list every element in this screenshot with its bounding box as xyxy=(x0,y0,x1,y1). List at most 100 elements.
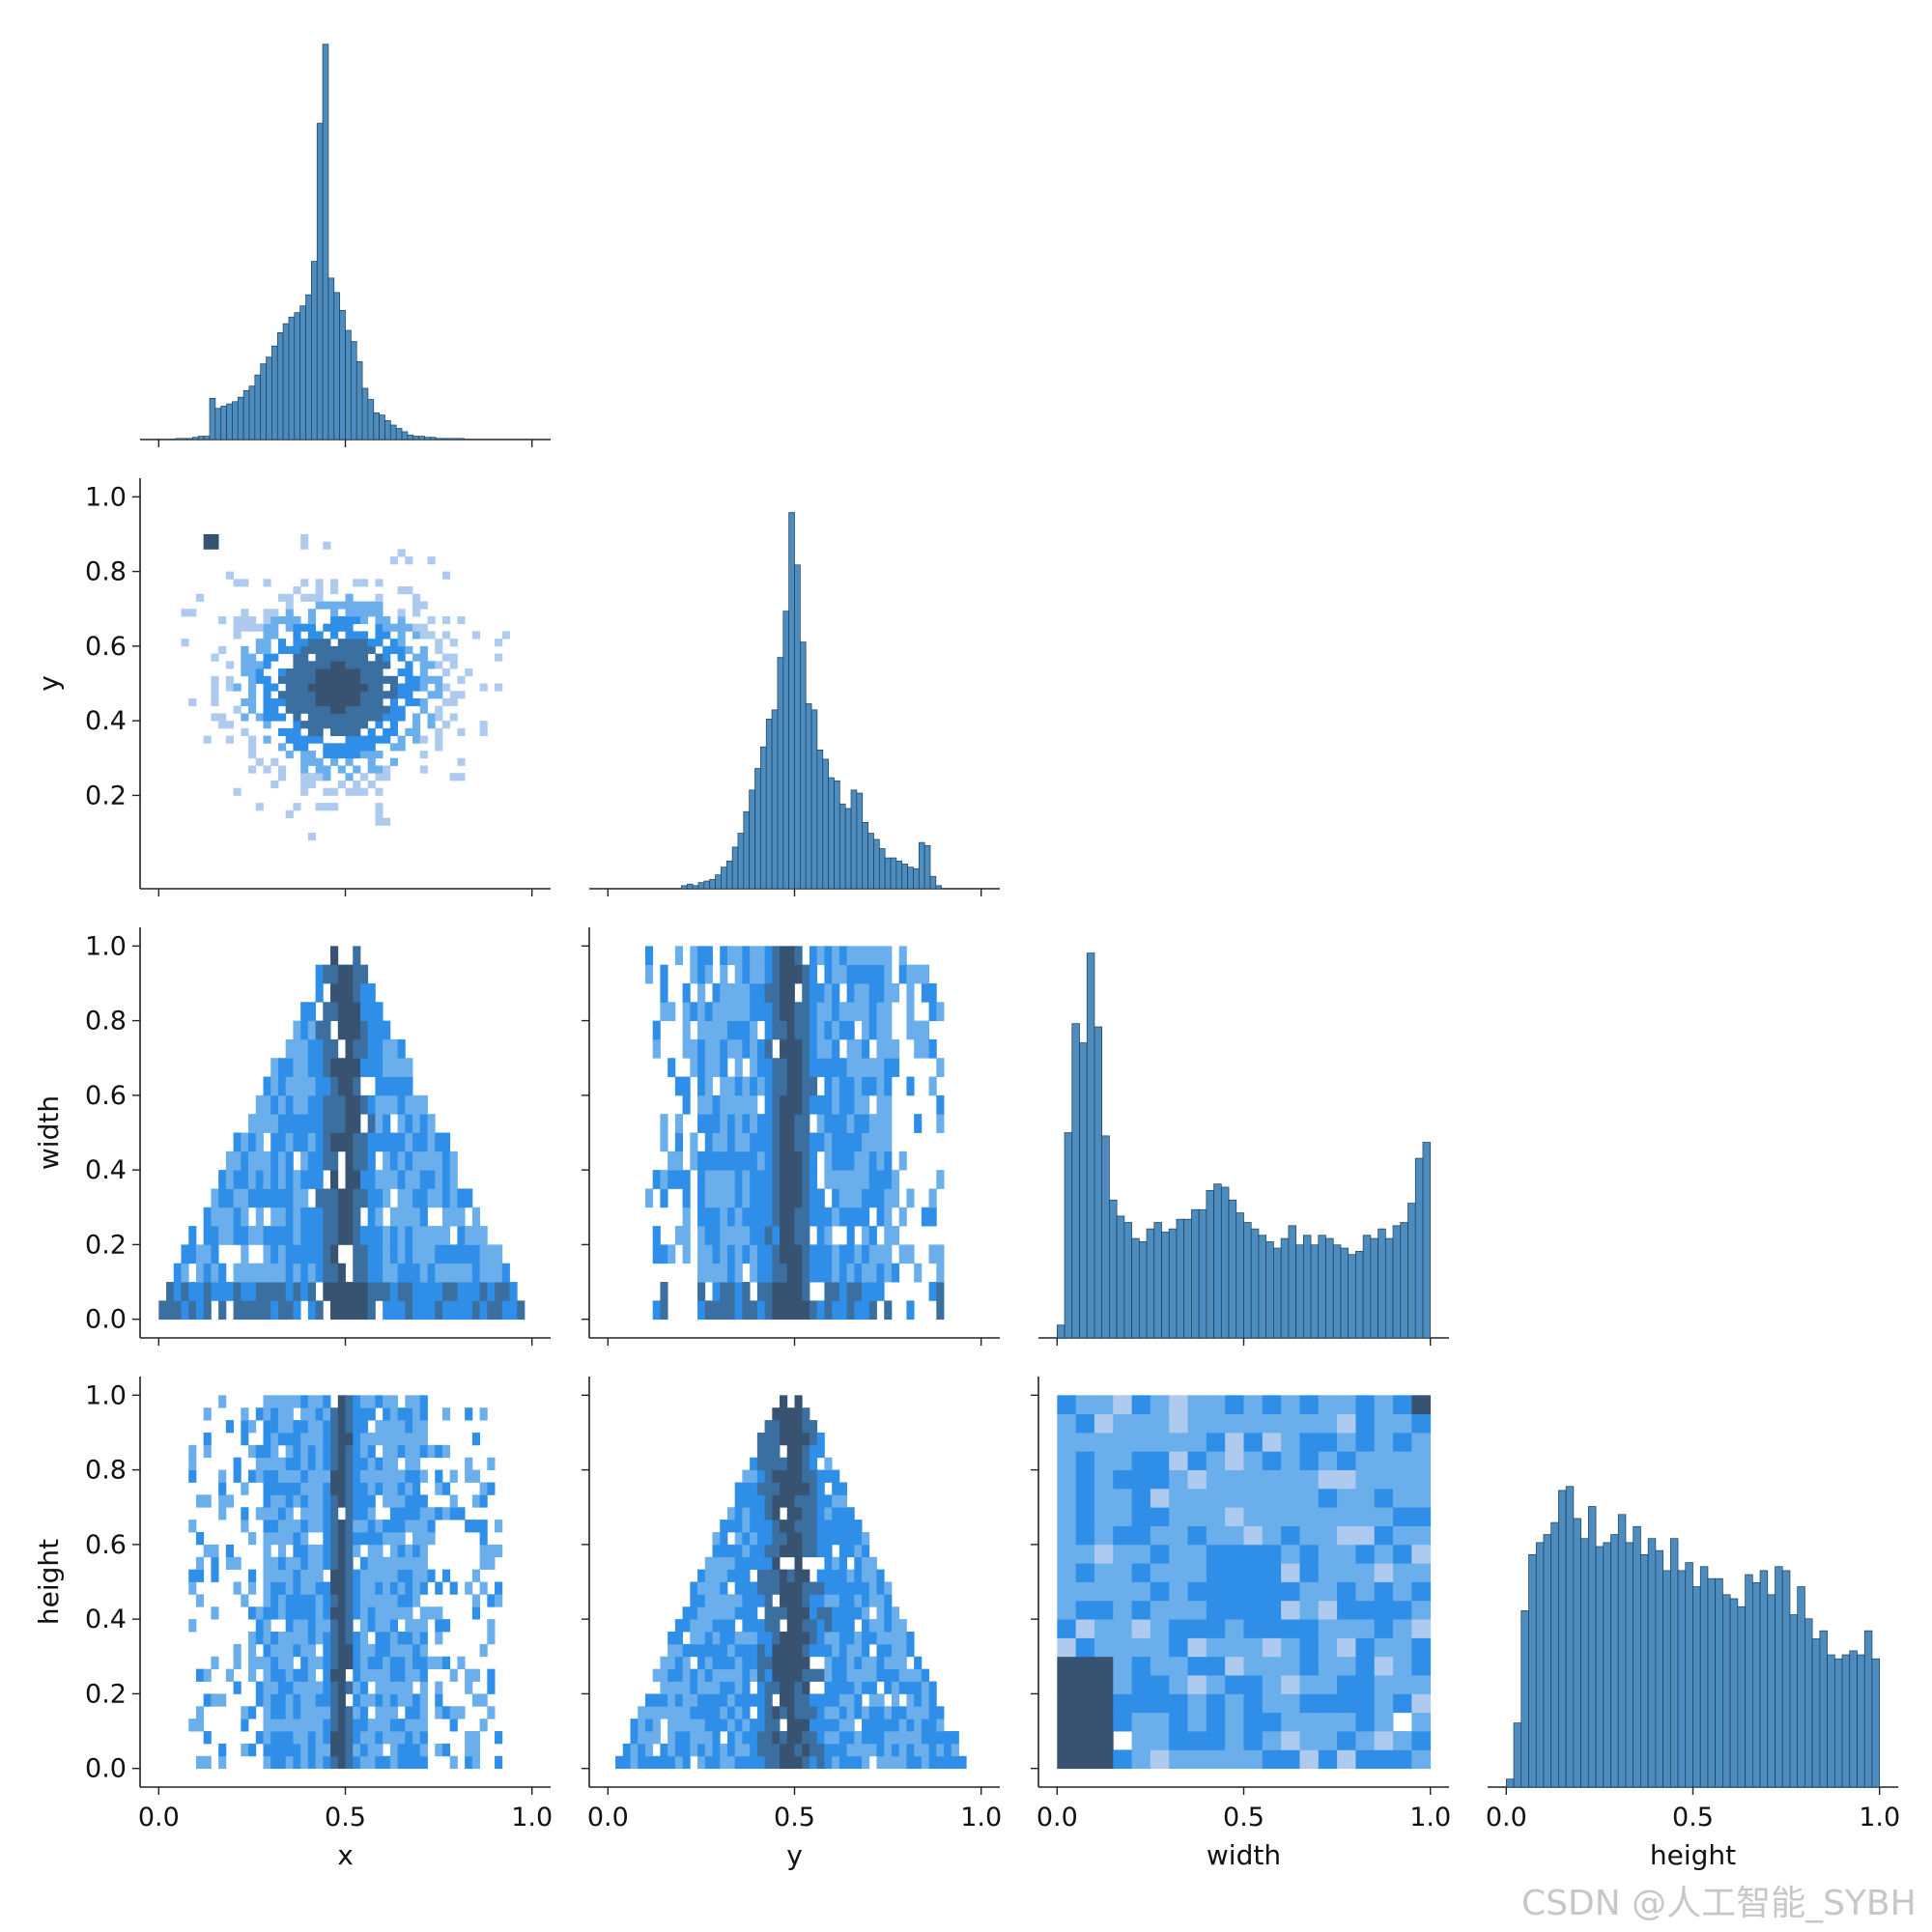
heat-cell xyxy=(277,1668,287,1682)
heat-cell xyxy=(816,1207,825,1227)
heat-cell xyxy=(270,1507,279,1520)
heat-cell xyxy=(638,1755,646,1770)
heat-cell xyxy=(809,1170,818,1189)
heat-cell xyxy=(315,1132,324,1152)
heat-cell xyxy=(307,1656,316,1670)
heat-cell xyxy=(293,1556,301,1571)
heat-cell xyxy=(441,1507,451,1520)
heat-cell xyxy=(1281,1693,1300,1714)
heat-cell xyxy=(419,1132,428,1152)
heat-cell xyxy=(809,1432,818,1446)
heat-cell xyxy=(1150,1749,1170,1770)
heat-cell xyxy=(405,1132,413,1152)
heat-cell xyxy=(697,1094,706,1115)
heat-cell xyxy=(248,623,257,632)
heat-cell xyxy=(1113,1600,1132,1620)
heat-cell xyxy=(1411,1488,1432,1508)
heat-cell xyxy=(307,751,316,759)
heat-cell xyxy=(1057,1656,1077,1676)
heat-cell xyxy=(330,1544,339,1558)
heat-cell xyxy=(315,691,324,699)
heat-cell xyxy=(367,1544,376,1558)
heat-cell xyxy=(241,615,249,625)
heat-cell xyxy=(375,615,384,625)
heat-cell xyxy=(359,1731,369,1745)
heat-cell xyxy=(277,1469,287,1483)
heat-cell xyxy=(405,1569,413,1582)
heat-cell xyxy=(255,1132,264,1152)
heat-cell xyxy=(487,1457,496,1470)
heat-cell xyxy=(832,1151,840,1171)
heat-cell xyxy=(809,1594,818,1607)
heat-cell xyxy=(397,639,406,647)
heat-cell xyxy=(734,1038,743,1059)
heat-cell xyxy=(412,1693,421,1707)
heat-cell xyxy=(824,1151,833,1171)
heat-cell xyxy=(712,1151,721,1171)
heat-cell xyxy=(203,1668,212,1682)
heat-cell xyxy=(704,1755,713,1770)
hist-bar xyxy=(1543,1534,1552,1788)
heat-cell xyxy=(383,1569,391,1582)
heat-cell xyxy=(764,1420,773,1434)
heat-cell xyxy=(726,1569,736,1582)
heat-cell xyxy=(337,668,346,677)
heat-cell xyxy=(764,1300,773,1321)
heat-cell xyxy=(690,1643,698,1658)
heat-cell xyxy=(1243,1507,1264,1526)
heat-cell xyxy=(277,1507,287,1520)
heat-cell xyxy=(794,946,803,966)
heat-cell xyxy=(330,727,339,736)
heat-cell xyxy=(862,1544,870,1558)
heat-cell xyxy=(323,1681,331,1694)
heat-cell xyxy=(772,1755,781,1770)
heat-cell xyxy=(1337,1675,1356,1694)
heat-cell xyxy=(405,668,413,677)
heat-cell xyxy=(720,1188,728,1208)
heat-cell xyxy=(780,1457,788,1470)
heat-cell xyxy=(802,1188,810,1208)
heat-cell xyxy=(487,1544,496,1558)
hist-bar xyxy=(1617,1514,1627,1788)
heat-cell xyxy=(270,1581,279,1595)
hist-bar xyxy=(844,808,852,890)
heat-cell xyxy=(330,1226,339,1245)
heat-cell xyxy=(323,1719,331,1732)
heat-cell xyxy=(435,1743,443,1757)
hist-bar xyxy=(1101,1135,1110,1339)
heat-cell xyxy=(1299,1525,1320,1546)
heat-cell xyxy=(241,1244,249,1264)
heat-cell xyxy=(330,1469,339,1483)
heat-cell xyxy=(682,1755,691,1770)
heat-cell xyxy=(241,653,249,662)
heat-cell xyxy=(884,1058,893,1077)
heat-cell xyxy=(802,1114,810,1133)
heat-cell xyxy=(720,1020,728,1040)
hist-bar xyxy=(838,803,846,890)
heat-cell xyxy=(419,1719,428,1732)
heat-cell xyxy=(1187,1749,1208,1770)
heat-cell xyxy=(862,1581,870,1595)
heat-cell xyxy=(846,1226,855,1245)
heat-cell xyxy=(307,1731,316,1745)
heat-cell xyxy=(389,1244,398,1264)
heat-cell xyxy=(211,1569,219,1582)
hist-bar xyxy=(1340,1247,1350,1339)
heat-cell xyxy=(802,1594,810,1607)
heat-cell xyxy=(712,1681,721,1694)
heat-cell xyxy=(277,1151,287,1171)
heat-cell xyxy=(389,1038,398,1059)
heat-cell xyxy=(449,1668,458,1682)
heat-cell xyxy=(419,1656,428,1670)
y-tick-label: 0.8 xyxy=(85,557,127,587)
heat-cell xyxy=(936,1114,945,1133)
heat-cell xyxy=(712,1656,721,1670)
heat-cell xyxy=(300,668,309,677)
heat-cell xyxy=(383,645,391,654)
heat-cell xyxy=(846,1002,855,1021)
heat-cell xyxy=(405,1444,413,1459)
heat-cell xyxy=(285,1482,294,1495)
heat-cell xyxy=(353,675,361,684)
heat-cell xyxy=(1393,1432,1412,1452)
heatmap-1-0 xyxy=(181,533,510,841)
